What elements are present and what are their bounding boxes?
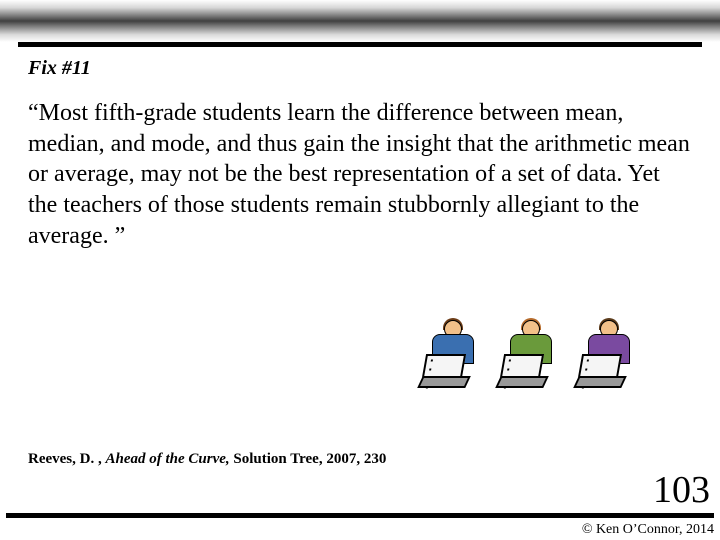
students-laptops-clipart: ▪ ▪ ▪ ▪▪ ▪ ▪ ▪▪ ▪ ▪ ▪ [420,320,660,410]
citation-title: Ahead of the Curve, [105,451,233,467]
citation-rest: Solution Tree, 2007, 230 [233,451,386,467]
citation: Reeves, D. , Ahead of the Curve, Solutio… [28,451,386,468]
top-gradient-bar [0,0,720,42]
citation-author: Reeves, D. , [28,451,105,467]
slide-number: 103 [653,468,710,512]
bottom-double-rule [6,513,714,518]
top-double-rule [18,42,702,47]
main-quote: “Most fifth-grade students learn the dif… [28,98,692,252]
fix-label: Fix #11 [28,57,720,80]
copyright: © Ken O’Connor, 2014 [582,522,714,538]
